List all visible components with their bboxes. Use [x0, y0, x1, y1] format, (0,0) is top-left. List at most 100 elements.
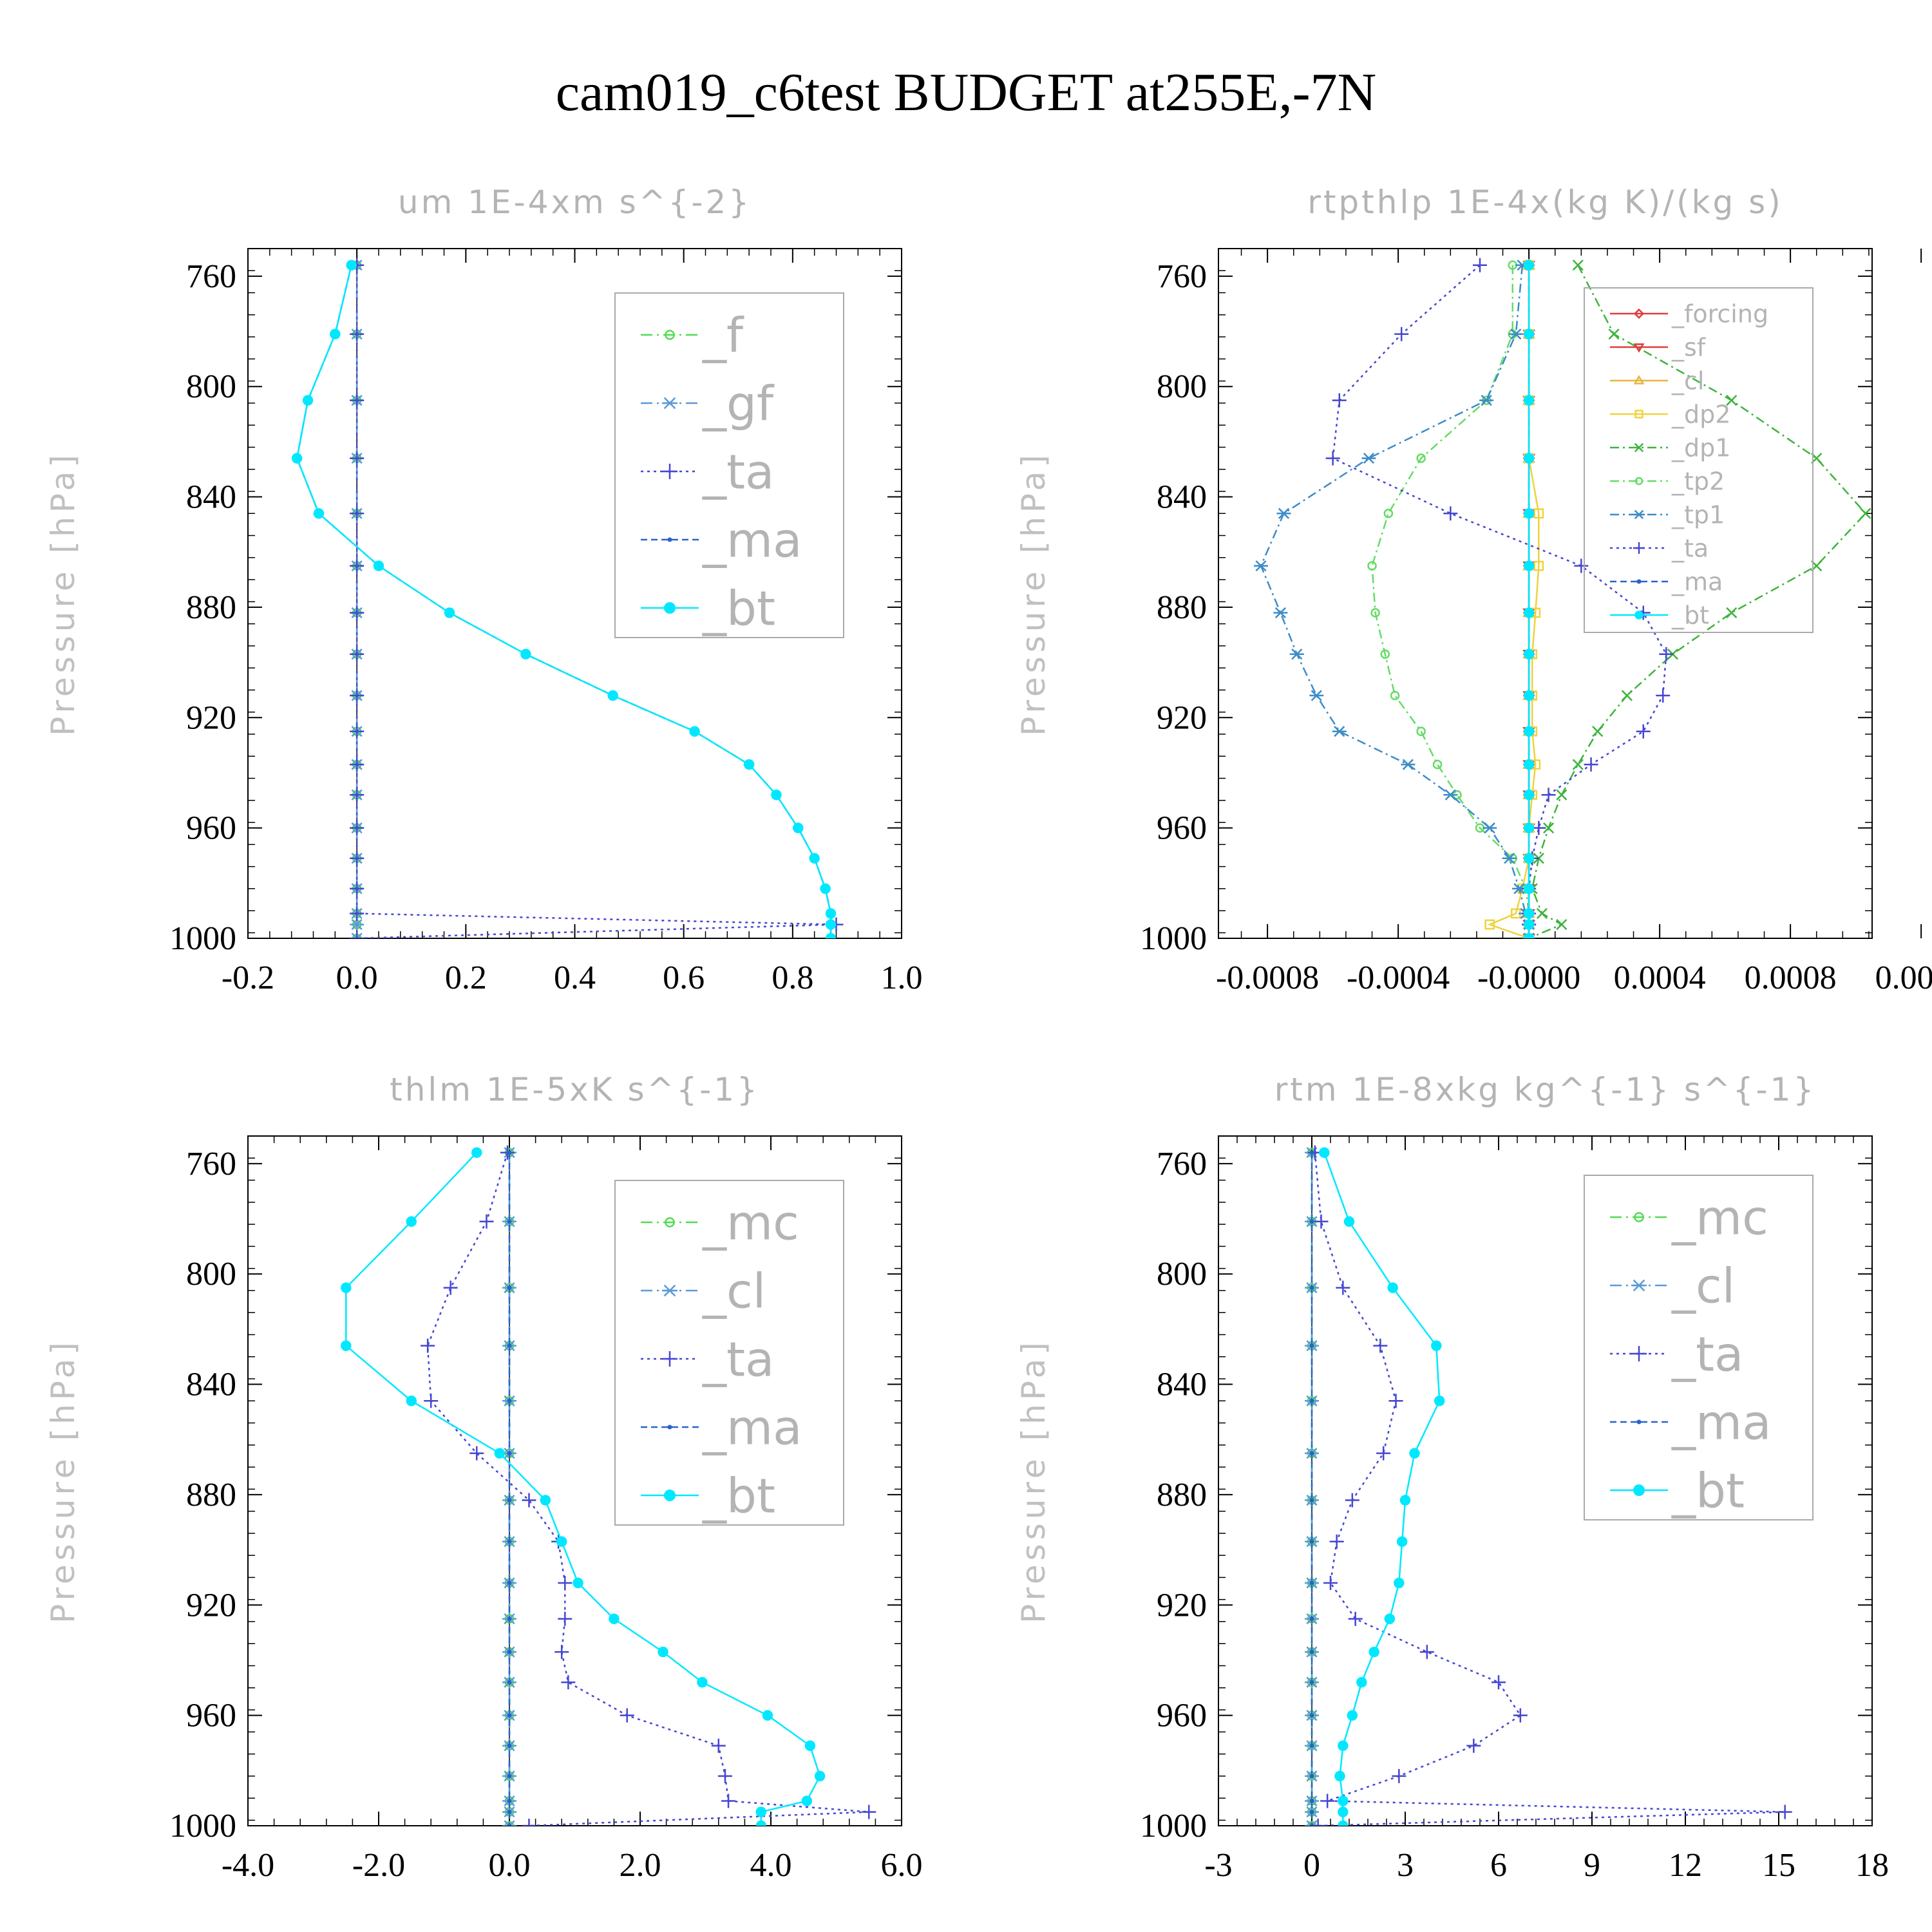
data-point [1311, 1819, 1325, 1826]
data-point [1482, 822, 1497, 834]
data-point [1388, 1394, 1403, 1408]
y-tick-label: 920 [186, 699, 236, 736]
data-point [350, 820, 365, 835]
legend-label: _f [702, 308, 744, 364]
y-tick-label: 800 [1157, 368, 1207, 405]
data-point [558, 1576, 573, 1591]
data-point [1401, 759, 1416, 770]
data-point [1726, 395, 1738, 406]
data-point [1373, 1338, 1388, 1353]
data-point [1443, 789, 1458, 800]
y-tick-label: 840 [1157, 1367, 1207, 1403]
data-point [1621, 690, 1633, 701]
data-point [507, 1680, 512, 1685]
data-point [469, 1446, 484, 1461]
legend: _f _gf _ta _ma _bt [614, 292, 844, 638]
x-tick-label: 3 [1397, 1847, 1414, 1884]
y-axis-label: Pressure [hPa] [44, 451, 82, 736]
data-point [507, 1219, 512, 1224]
legend-marker [662, 1284, 677, 1297]
data-point [1309, 1497, 1314, 1502]
data-point [507, 1285, 512, 1291]
data-point [1392, 1768, 1406, 1783]
data-point [1309, 1539, 1314, 1544]
data-point [346, 260, 357, 270]
data-point [620, 1708, 634, 1723]
data-point [1309, 1285, 1314, 1291]
data-point [1523, 328, 1535, 340]
legend-label: _bt [702, 1469, 775, 1524]
data-point [1523, 789, 1535, 800]
data-point [1338, 1740, 1349, 1752]
x-tick-label: 0.0 [489, 1847, 531, 1884]
data-point [1523, 933, 1535, 938]
series-line-bt [1323, 1152, 1441, 1826]
data-point [1383, 508, 1394, 518]
series-line-tp2 [1371, 265, 1530, 938]
x-tick-label: 12 [1669, 1847, 1702, 1884]
data-point [1347, 1710, 1358, 1721]
data-point [1533, 560, 1544, 571]
data-point [502, 1820, 516, 1826]
data-point [507, 1539, 512, 1544]
y-tick-label: 1000 [1140, 1808, 1207, 1844]
legend-marker [1633, 343, 1645, 353]
data-point [507, 1774, 512, 1779]
plot-panel-3: thlm 1E-5xK s^{-1} Pressure [hPa] 760 800 84… [44, 1071, 923, 1884]
data-point [1309, 1616, 1314, 1622]
data-point [424, 1394, 439, 1408]
data-point [609, 1613, 620, 1624]
legend-marker [664, 602, 676, 614]
plot-frame [1218, 1135, 1873, 1826]
data-point [406, 1216, 417, 1227]
data-point [421, 1338, 435, 1353]
legend-marker [1634, 442, 1644, 453]
data-point [1361, 453, 1376, 464]
data-point [1572, 759, 1584, 770]
data-point [1370, 608, 1380, 618]
data-point [809, 853, 820, 864]
main-title: cam019_c6test BUDGET at255E,-7N [555, 62, 1377, 122]
data-point [721, 1794, 736, 1808]
x-tick-label: 0.0004 [1614, 960, 1706, 996]
legend-box [1584, 1175, 1814, 1520]
data-point [711, 1738, 726, 1753]
legend-marker [1633, 1484, 1645, 1496]
x-tick-label: -0.0008 [1216, 960, 1319, 996]
data-point [1523, 726, 1535, 737]
legend-marker [1631, 1346, 1647, 1361]
data-point [313, 508, 325, 519]
data-layer [291, 258, 844, 938]
plot-frame [247, 248, 902, 939]
data-point [755, 1820, 767, 1826]
y-tick-label: 1000 [169, 1808, 236, 1844]
data-point [825, 919, 837, 930]
y-tick-label: 920 [1157, 699, 1207, 736]
data-layer [341, 1145, 876, 1826]
data-point [762, 1710, 773, 1721]
data-point [1334, 1770, 1345, 1782]
data-point [350, 933, 365, 938]
data-point [1314, 1214, 1329, 1229]
data-point [1523, 260, 1535, 270]
data-point [1574, 558, 1589, 573]
data-point [1276, 507, 1291, 519]
data-point [350, 851, 365, 866]
data-point [1394, 327, 1409, 341]
data-point [373, 560, 384, 571]
data-point [558, 1611, 573, 1626]
data-point [350, 931, 365, 938]
data-point [350, 757, 365, 772]
legend-label: _ma [702, 1401, 802, 1456]
data-point [507, 1150, 512, 1155]
data-point [1584, 757, 1598, 772]
data-point [1409, 1448, 1420, 1459]
series-line-dp2 [1487, 265, 1540, 938]
data-point [1523, 759, 1535, 770]
x-tick-label: 0.0012 [1875, 960, 1932, 996]
data-point [350, 605, 365, 620]
series-line-ta [1314, 1152, 1785, 1826]
data-point [507, 1743, 512, 1748]
x-tick-label: 9 [1584, 1847, 1600, 1884]
y-tick-label: 760 [186, 258, 236, 295]
